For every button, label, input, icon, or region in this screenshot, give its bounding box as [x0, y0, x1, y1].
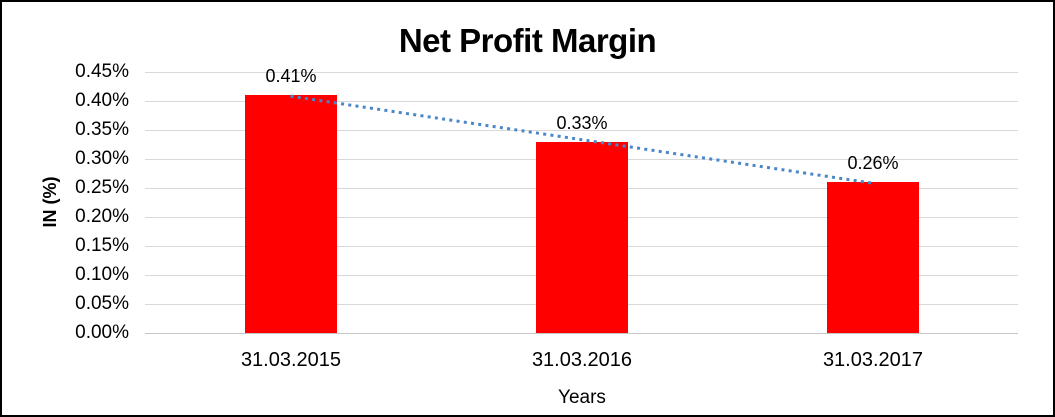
bar-data-label: 0.33% — [556, 113, 608, 133]
y-axis-tick-label: 0.10% — [75, 264, 129, 285]
x-axis-title: Years — [558, 387, 606, 408]
gridline — [145, 101, 1018, 102]
y-axis-tick-label: 0.35% — [75, 119, 129, 140]
bar — [827, 182, 919, 333]
y-axis-tick-label: 0.30% — [75, 148, 129, 169]
trendline — [290, 94, 873, 185]
gridline — [145, 333, 1018, 334]
x-axis-tick-label: 31.03.2016 — [531, 349, 633, 371]
plot-area — [145, 72, 1018, 334]
bar — [536, 142, 628, 333]
y-axis-tick-label: 0.15% — [75, 235, 129, 256]
y-axis-tick-label: 0.05% — [75, 293, 129, 314]
chart-title: Net Profit Margin — [398, 22, 657, 59]
gridline — [145, 72, 1018, 73]
bar-data-label: 0.26% — [847, 153, 899, 173]
x-axis-tick-label: 31.03.2015 — [240, 349, 342, 371]
x-axis-tick-label: 31.03.2017 — [822, 349, 924, 371]
y-axis-tick-label: 0.00% — [75, 322, 129, 343]
y-axis-tick-label: 0.45% — [75, 61, 129, 82]
y-axis-tick-label: 0.40% — [75, 90, 129, 111]
y-axis-title: IN (%) — [40, 176, 60, 228]
bar — [245, 95, 337, 333]
bar-data-label: 0.41% — [265, 66, 317, 86]
y-axis-tick-label: 0.20% — [75, 206, 129, 227]
y-axis-tick-label: 0.25% — [75, 177, 129, 198]
gridline — [145, 130, 1018, 131]
